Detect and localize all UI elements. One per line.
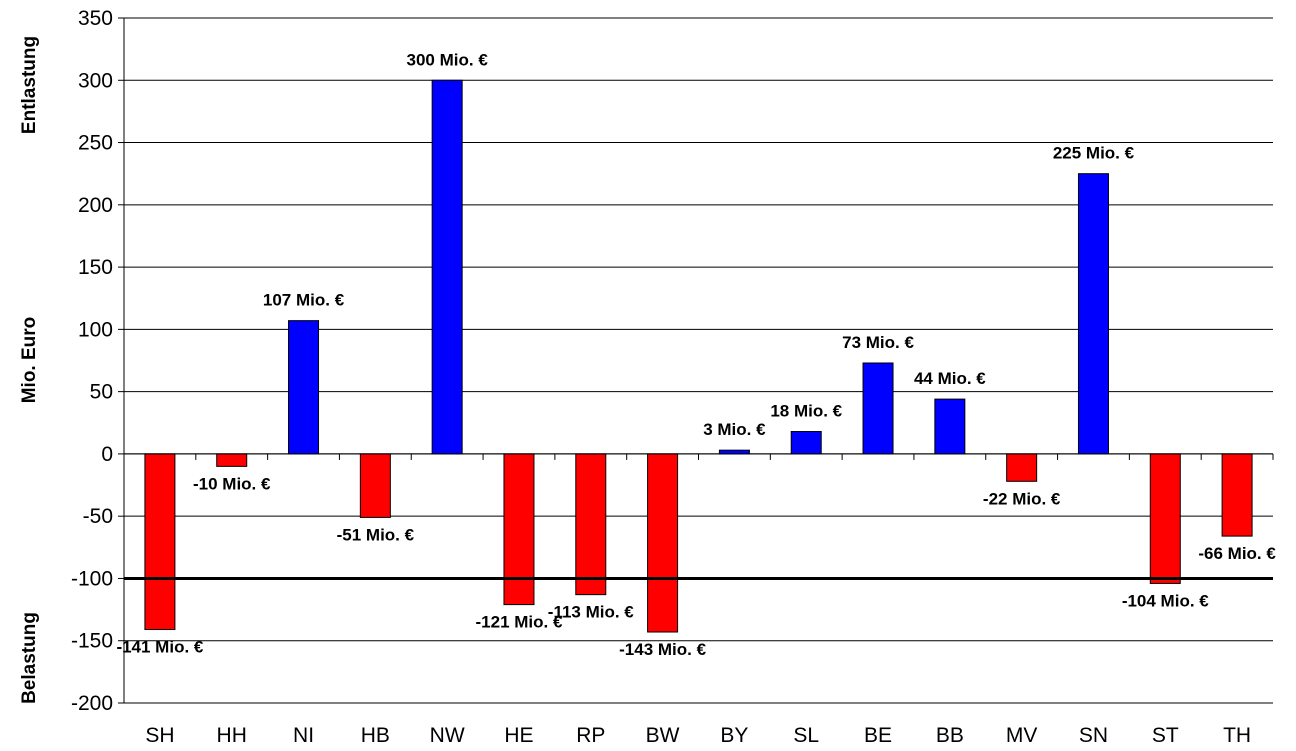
bar-rp [575, 453, 607, 596]
y-tick-label: -100 [71, 567, 113, 590]
x-tick-label: TH [1223, 724, 1251, 747]
x-tick-label: NW [430, 724, 465, 747]
data-label: 300 Mio. € [407, 50, 489, 69]
bars [144, 79, 1253, 633]
y-axis-title: Mio. Euro [19, 317, 40, 404]
x-tick-label: MV [1006, 724, 1038, 747]
x-tick-label: BW [646, 724, 680, 747]
bar-be [862, 362, 894, 455]
data-label: 73 Mio. € [842, 333, 914, 352]
data-label: -66 Mio. € [1198, 544, 1276, 563]
x-tick-label: RP [576, 724, 605, 747]
bar-by [718, 449, 750, 455]
bar-bb [934, 398, 966, 455]
x-tick-label: BE [864, 724, 892, 747]
x-tick-label: HB [361, 724, 390, 747]
y-tick-label: 50 [90, 381, 113, 404]
data-label: 225 Mio. € [1053, 144, 1135, 163]
y-tick-label: 100 [78, 318, 113, 341]
y-axis-title-top: Entlastung [19, 36, 40, 134]
data-label: -10 Mio. € [193, 474, 271, 493]
bar-mv [1006, 453, 1038, 482]
bar-ni [288, 320, 320, 455]
x-tick-label: SN [1079, 724, 1108, 747]
bar-sn [1077, 173, 1109, 455]
x-tick-label: SH [145, 724, 174, 747]
y-tick-label: 350 [78, 7, 113, 30]
x-tick-label: SL [793, 724, 819, 747]
data-label: -113 Mio. € [548, 603, 635, 622]
y-tick-label: 200 [78, 194, 113, 217]
x-tick-label: HE [504, 724, 533, 747]
y-tick-label: -150 [71, 630, 113, 653]
bar-hb [359, 453, 391, 518]
data-label: 18 Mio. € [770, 401, 842, 420]
x-tick-label: ST [1152, 724, 1179, 747]
data-label: 44 Mio. € [914, 369, 986, 388]
x-tick-labels: SH HH NI HB NW HE RP BW BY SL BE BB MV SN ST TH [123, 453, 1274, 747]
x-tick-label: BY [720, 724, 748, 747]
y-axis-title-bottom: Belastung [19, 612, 40, 704]
data-labels: -141 Mio. € -10 Mio. € 107 Mio. € -51 Mio. … [116, 50, 1276, 659]
y-tick-labels: 350 300 250 200 150 100 50 0 -50 -100 -150 -200 [71, 7, 124, 715]
y-tick-label: 0 [101, 443, 113, 466]
data-label: -104 Mio. € [1122, 591, 1209, 610]
bar-st [1149, 453, 1181, 584]
x-tick-label: BB [936, 724, 964, 747]
y-tick-label: 150 [78, 256, 113, 279]
y-tick-label: 300 [78, 69, 113, 92]
data-label: -121 Mio. € [476, 613, 563, 632]
x-tick-label: HH [217, 724, 247, 747]
bar-he [503, 453, 535, 606]
bar-bw [647, 453, 679, 633]
bar-hh [216, 453, 248, 467]
bar-sl [790, 430, 822, 455]
bar-sh [144, 453, 176, 631]
y-tick-label: -200 [71, 692, 113, 715]
x-tick-label: NI [293, 724, 314, 747]
data-label: -143 Mio. € [619, 640, 706, 659]
bar-th [1221, 453, 1253, 537]
y-tick-label: 250 [78, 132, 113, 155]
data-label: 107 Mio. € [263, 291, 345, 310]
y-tick-label: -50 [83, 505, 113, 528]
data-label: -51 Mio. € [337, 525, 415, 544]
data-label: -141 Mio. € [116, 638, 203, 657]
data-label: 3 Mio. € [703, 420, 766, 439]
data-label: -22 Mio. € [983, 489, 1061, 508]
bar-nw [431, 79, 463, 455]
